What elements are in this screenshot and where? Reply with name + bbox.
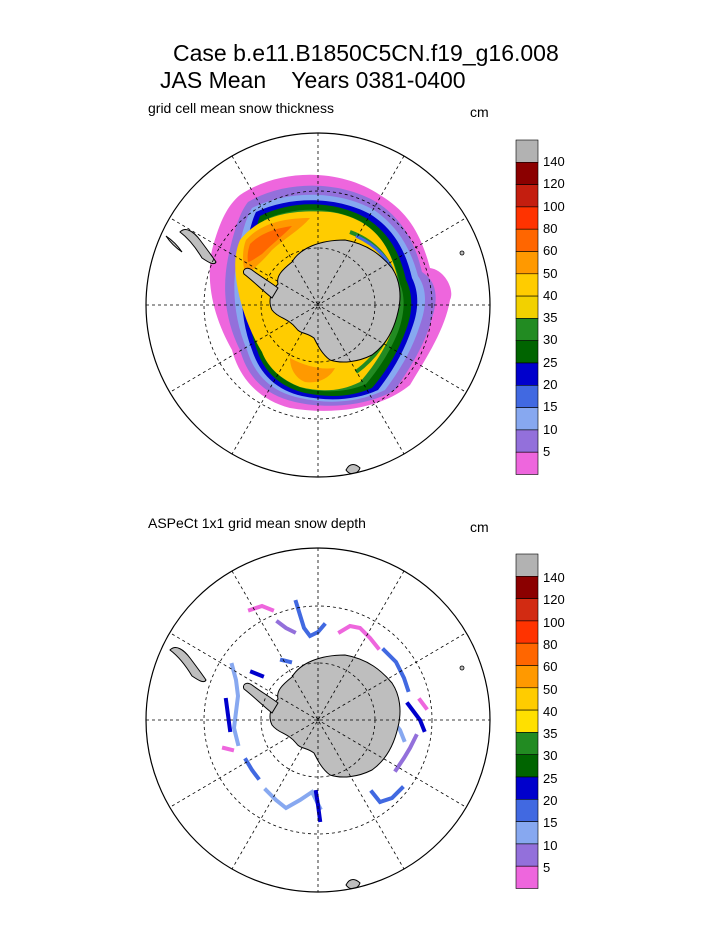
colorbar-swatch [515,340,539,364]
colorbar-label: 100 [543,198,565,214]
colorbar-swatch [515,843,539,867]
graticule-2 [146,548,490,892]
island [459,250,465,256]
colorbar-label: 30 [543,332,558,348]
panel2-subtitle: ASPeCt 1x1 grid mean snow depth [148,515,366,531]
colorbar-label: 15 [543,815,558,831]
colorbar-label: 35 [543,726,558,742]
graticule [146,133,490,477]
colorbar-swatch [515,665,539,689]
colorbar-panel2 [515,553,539,889]
south-america-land [179,229,217,265]
colorbar-swatch [515,620,539,644]
colorbar-label: 5 [543,859,551,875]
colorbar-swatch [515,184,539,208]
colorbar-label: 20 [543,377,558,392]
colorbar-swatch [515,575,539,599]
colorbar-label: 20 [543,793,558,808]
colorbar-swatch [515,598,539,622]
colorbar-swatch [515,451,539,475]
colorbar-label: 10 [543,837,558,853]
antarctic-peninsula-2 [243,682,279,714]
colorbar-label: 60 [543,659,558,675]
panel2-map [146,548,490,892]
panel2-map-border [145,547,491,893]
snow-band-50b [290,358,335,383]
snow-band-50 [243,218,310,275]
colorbar-swatch [515,709,539,733]
panel2-units: cm [470,519,489,535]
colorbar-label: 120 [543,176,565,192]
colorbar-swatch [515,821,539,845]
colorbar-label: 5 [543,443,551,459]
colorbar-swatch [515,798,539,822]
colorbar-label: 140 [543,154,565,169]
figure-title-line1: Case b.e11.B1850C5CN.f19_g16.008 [173,40,559,66]
colorbar-label: 80 [543,220,558,236]
colorbar-label: 25 [543,770,558,786]
colorbar-label: 15 [543,399,558,415]
panel1-map [146,133,490,477]
colorbar-swatch [515,687,539,711]
panel1-subtitle: grid cell mean snow thickness [148,100,334,116]
colorbar-label: 120 [543,592,565,608]
colorbar-swatch [515,429,539,453]
colorbar-label: 25 [543,354,558,370]
colorbar-label: 140 [543,570,565,585]
colorbar-swatch [515,206,539,230]
colorbar-swatch [515,732,539,756]
snow-band-60 [247,226,292,262]
colorbar-label: 100 [543,614,565,630]
colorbar-label: 10 [543,421,558,437]
colorbar-swatch [515,407,539,431]
colorbar-swatch [515,384,539,408]
colorbar-swatch [515,273,539,297]
colorbar-panel1 [515,139,539,475]
colorbar-label: 35 [543,310,558,326]
colorbar-swatch [515,318,539,341]
colorbar-swatch [515,251,539,275]
antarctica-land [269,239,401,363]
colorbar-label: 50 [543,681,558,697]
south-america-land-2 [165,235,183,253]
figure-title-line2: JAS Mean Years 0381-0400 [160,67,466,93]
colorbar-swatch [515,553,539,577]
colorbar-swatch [515,362,539,386]
colorbar-swatch [515,295,539,319]
colorbar-swatch [515,865,539,889]
colorbar-label: 80 [543,636,558,652]
colorbar-swatch [515,228,539,252]
colorbar-swatch [515,754,539,778]
south-america-land-3 [169,647,207,683]
antarctic-peninsula [243,267,279,299]
colorbar-swatch [515,139,539,163]
colorbar-swatch [515,162,539,185]
colorbar-label: 60 [543,243,558,259]
colorbar-label: 30 [543,748,558,764]
ship-tracks [221,599,429,823]
colorbar-label: 50 [543,265,558,281]
antarctica-land-2 [269,654,401,778]
colorbar-swatch [515,776,539,800]
colorbar-label: 40 [543,703,558,719]
colorbar-label: 40 [543,287,558,303]
new-zealand-land [345,464,361,475]
colorbar-swatch [515,642,539,666]
panel1-units: cm [470,104,489,120]
new-zealand-land-2 [345,879,361,890]
island-2 [459,665,465,671]
panel1-map-border [145,132,491,478]
